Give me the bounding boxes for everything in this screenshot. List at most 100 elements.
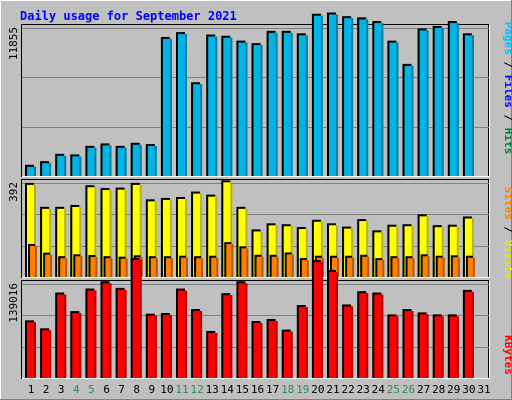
visits-sites-bar-edge — [65, 258, 68, 277]
visits-visits-bar — [100, 188, 112, 277]
kbytes-kbytes-bar-face — [238, 283, 248, 378]
visits-sites-bar — [360, 254, 370, 277]
traffic-hits-bar-face — [223, 37, 233, 176]
visits-visits-bar — [191, 191, 203, 277]
kbytes-kbytes-bar — [115, 287, 127, 378]
traffic-hits-bar-face — [344, 18, 354, 177]
traffic-hits-bar — [266, 30, 278, 176]
visits-visits-bar — [160, 197, 172, 277]
visits-visits-bar — [342, 226, 354, 277]
visits-sites-bar-face — [301, 260, 309, 277]
kbytes-kbytes-bar-face — [313, 262, 323, 378]
visits-sites-bar — [254, 254, 264, 277]
traffic-hits-bar-edge — [230, 37, 233, 176]
kbytes-kbytes-bar-face — [298, 307, 308, 378]
kbytes-kbytes-bar-face — [42, 330, 52, 378]
kbytes-kbytes-bar-edge — [49, 330, 52, 378]
visits-sites-bar-face — [90, 257, 98, 277]
traffic-hits-bar — [40, 161, 52, 176]
visits-visits-bar — [25, 182, 36, 277]
traffic-hits-bar-edge — [79, 156, 82, 176]
visits-sites-bar-edge — [186, 257, 188, 277]
visits-sites-bar-edge — [201, 258, 204, 277]
kbytes-kbytes-bar-face — [449, 316, 459, 378]
visits-sites-bar-face — [377, 260, 385, 277]
visits-visits-bar-edge — [305, 229, 308, 277]
day-label: 27 — [417, 383, 430, 396]
kbytes-axis-label: KBytes — [502, 335, 512, 375]
traffic-bars — [25, 12, 474, 177]
day-label: 24 — [372, 383, 386, 396]
kbytes-kbytes-bar-edge — [200, 311, 203, 378]
kbytes-kbytes-bar-face — [268, 321, 278, 378]
visits-sites-bar — [420, 254, 430, 277]
kbytes-kbytes-bar — [402, 309, 414, 378]
kbytes-kbytes-bar-face — [208, 332, 218, 378]
visits-sites-bar-face — [392, 258, 400, 277]
kbytes-kbytes-bar-edge — [109, 283, 112, 378]
kbytes-kbytes-bar — [85, 288, 97, 378]
visits-visits-bar — [176, 196, 187, 277]
traffic-hits-bar-face — [72, 156, 82, 176]
day-label: 30 — [462, 383, 475, 396]
kbytes-kbytes-bar-face — [374, 294, 384, 378]
visits-sites-bar-face — [196, 258, 204, 277]
kbytes-kbytes-bar-face — [57, 294, 67, 378]
kbytes-kbytes-bar-face — [389, 316, 399, 378]
traffic-hits-bar-edge — [290, 32, 293, 176]
day-label: 19 — [296, 383, 309, 396]
visits-sites-bar-face — [75, 256, 83, 277]
kbytes-kbytes-bar-edge — [456, 316, 459, 378]
traffic-hits-bar-edge — [396, 42, 399, 176]
visits-sites-bar-face — [271, 256, 279, 277]
day-label: 8 — [133, 383, 140, 396]
visits-visits-bar-edge — [154, 201, 157, 277]
visits-visits-bar — [387, 224, 399, 277]
kbytes-kbytes-bar — [281, 329, 293, 378]
visits-sites-bar-face — [407, 258, 415, 277]
traffic-hits-bar-edge — [200, 84, 203, 176]
traffic-hits-bar-edge — [411, 65, 414, 176]
traffic-hits-bar — [417, 28, 429, 176]
visits-visits-bar-edge — [441, 227, 444, 277]
visits-visits-bar-edge — [275, 225, 278, 277]
kbytes-kbytes-bar-edge — [426, 314, 429, 378]
traffic-hits-bar-face — [132, 144, 142, 176]
visits-visits-bar — [145, 199, 157, 277]
traffic-hits-bar-edge — [275, 32, 278, 176]
day-label: 1 — [28, 383, 35, 396]
kbytes-kbytes-bar-edge — [275, 321, 278, 378]
kbytes-kbytes-bar — [55, 292, 67, 378]
visits-sites-bar-face — [211, 257, 219, 277]
visits-sites-bar-face — [467, 257, 475, 277]
day-label: 29 — [447, 383, 460, 396]
kbytes-kbytes-bar — [387, 314, 399, 378]
traffic-hits-bar-face — [147, 146, 157, 176]
traffic-hits-bar-face — [117, 147, 127, 176]
traffic-hits-bar-edge — [351, 18, 354, 177]
traffic-hits-bar — [206, 34, 218, 176]
visits-sites-bar — [450, 255, 460, 277]
visits-visits-bar-edge — [411, 226, 414, 277]
kbytes-kbytes-bar-face — [344, 306, 354, 378]
visits-visits-bar — [221, 180, 233, 277]
traffic-hits-bar-face — [283, 32, 293, 176]
visits-sites-bar-face — [347, 257, 355, 277]
visits-sites-bar — [269, 254, 279, 277]
visits-sites-bar-face — [422, 256, 430, 277]
kbytes-kbytes-bar — [236, 281, 248, 378]
visits-visits-bar — [417, 214, 429, 277]
kbytes-kbytes-bar-edge — [154, 315, 157, 378]
visits-sites-bar-edge — [80, 256, 83, 277]
visits-visits-bar-face — [57, 208, 67, 277]
traffic-hits-bar-edge — [124, 147, 127, 176]
visits-visits-bar-face — [389, 226, 399, 277]
traffic-hits-bar — [221, 35, 233, 176]
kbytes-kbytes-bar — [432, 314, 444, 378]
visits-visits-bar-edge — [260, 231, 263, 277]
visits-visits-bar-edge — [169, 199, 172, 277]
visits-sites-bar — [88, 255, 98, 277]
visits-sites-bar — [103, 256, 113, 277]
kbytes-kbytes-bar-edge — [215, 332, 218, 378]
visits-visits-bar-edge — [139, 184, 142, 277]
